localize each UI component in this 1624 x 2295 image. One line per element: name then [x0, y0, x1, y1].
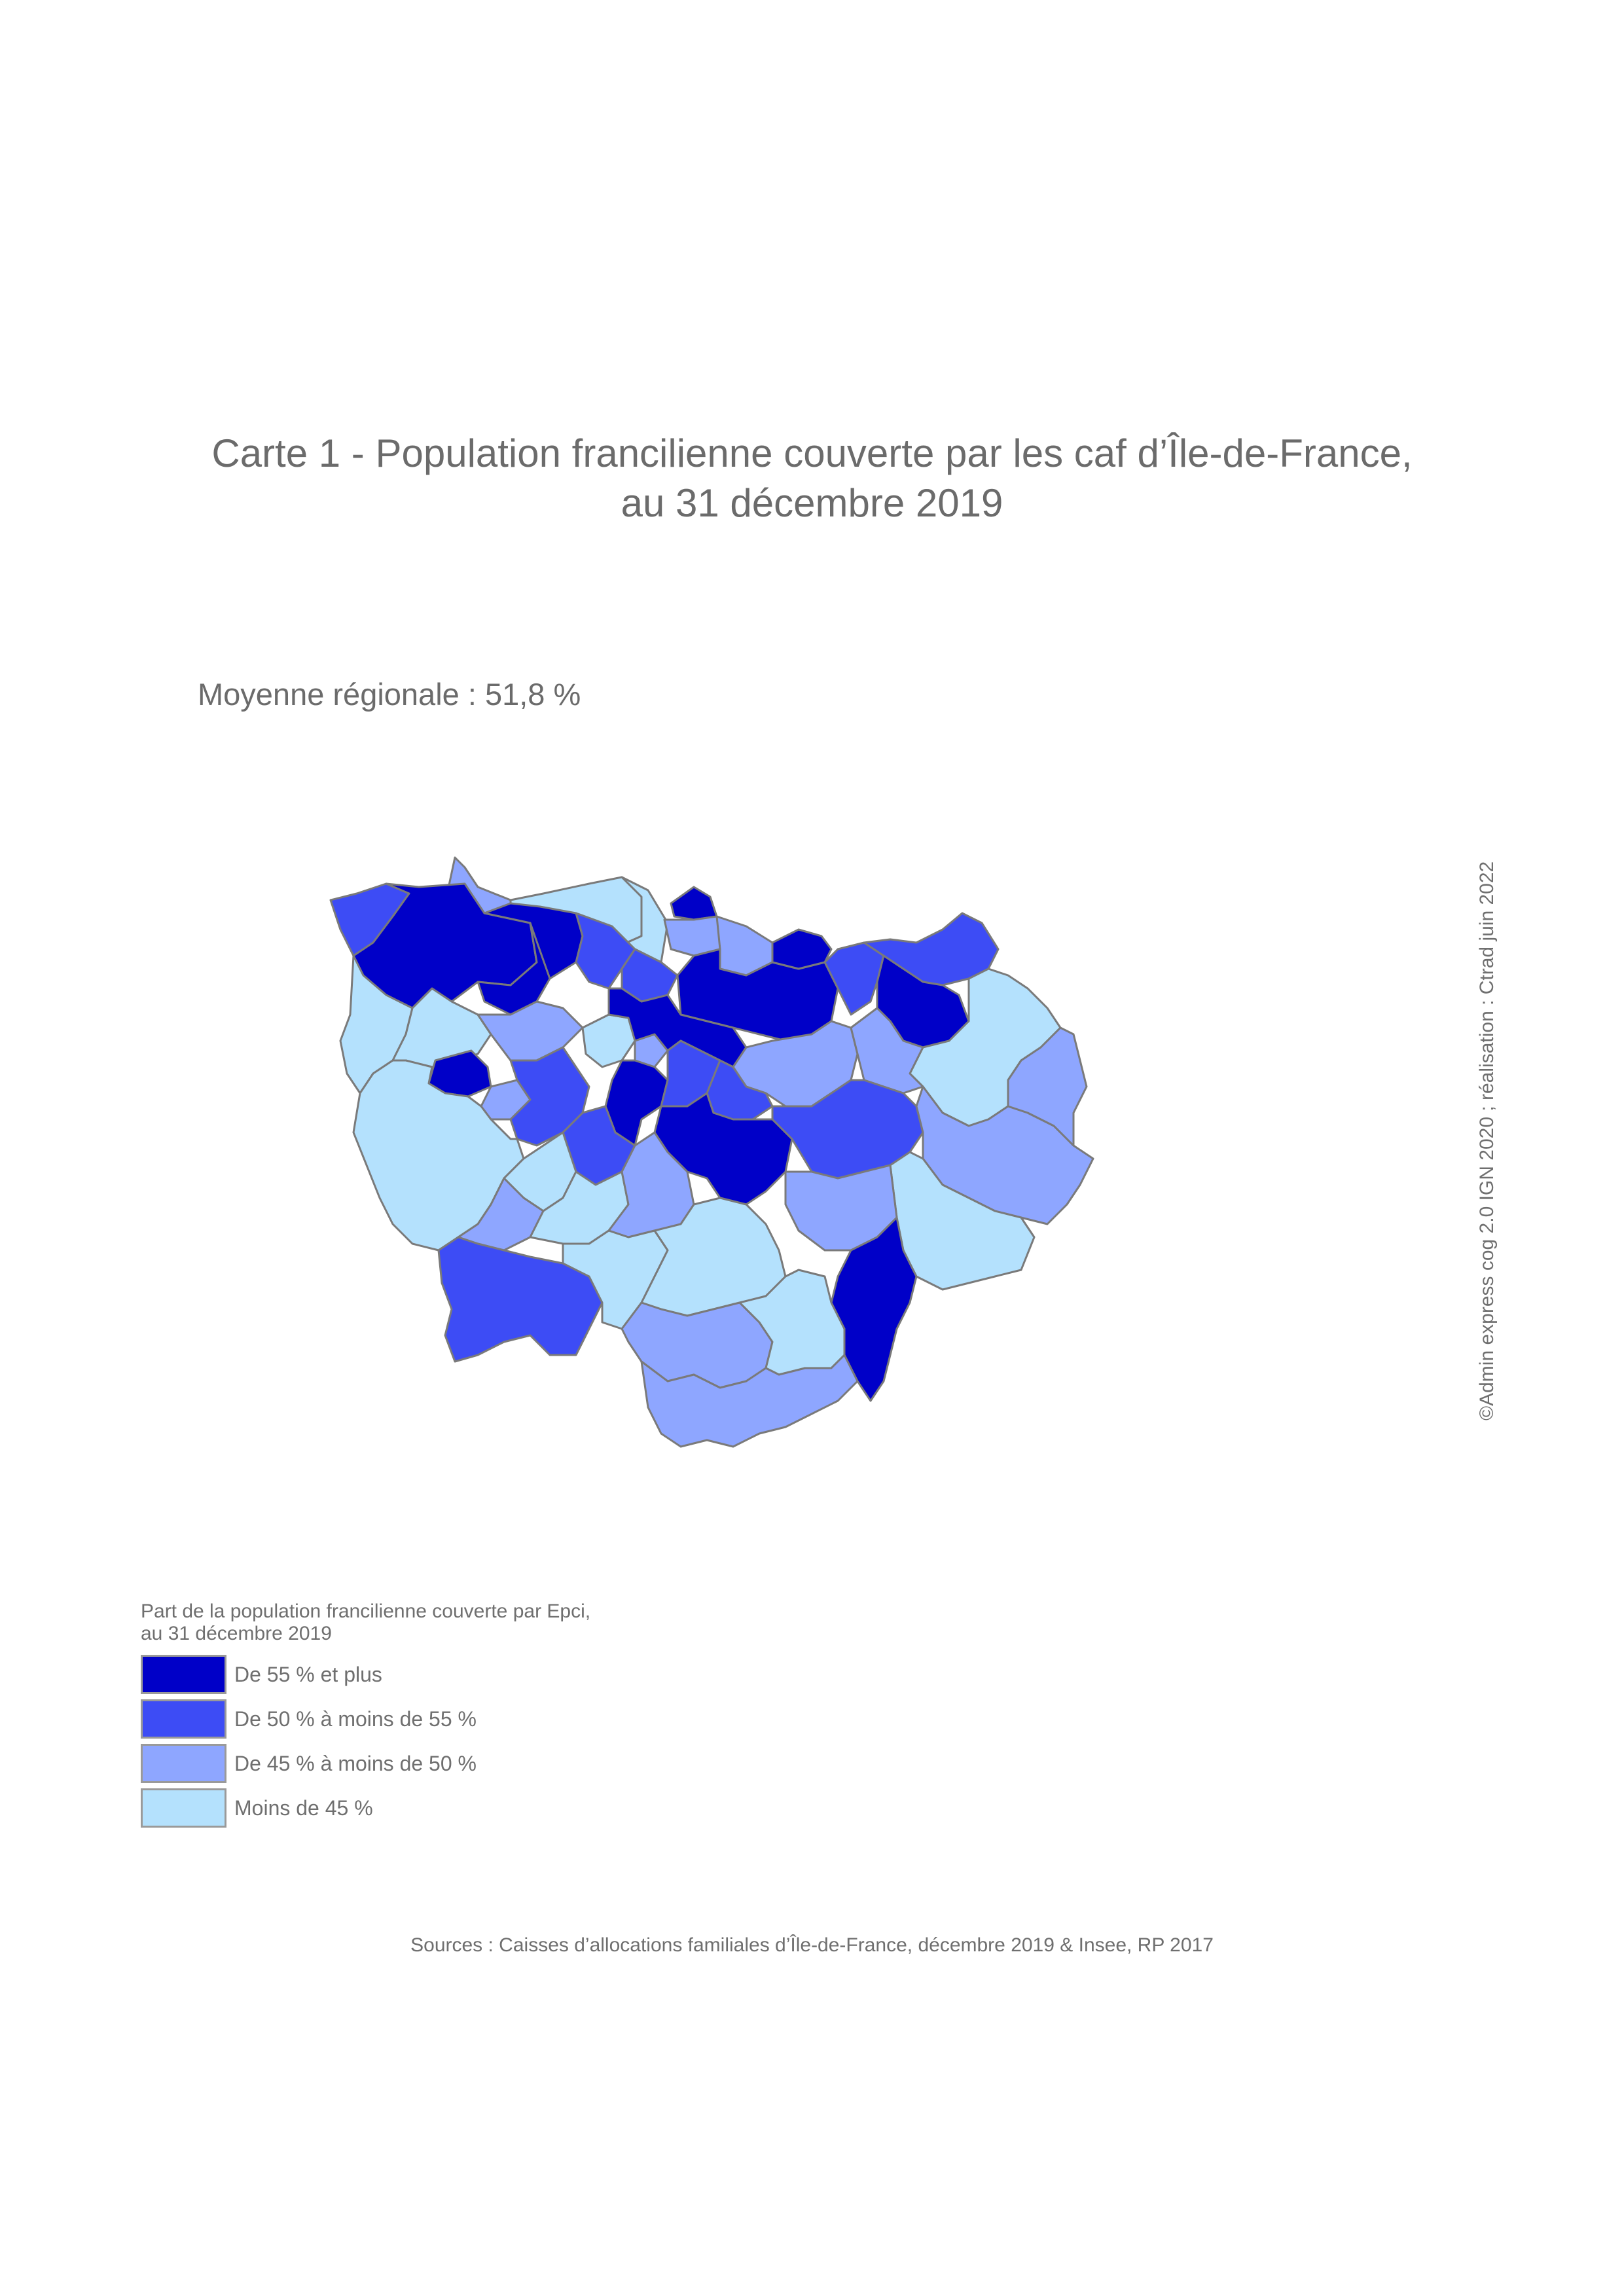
credit-text: ©Admin express cog 2.0 IGN 2020 ; réalis…: [1476, 861, 1498, 1420]
epci-region: [732, 1020, 859, 1108]
legend-item: Moins de 45 %: [141, 1786, 795, 1830]
epci-region: [640, 1354, 859, 1448]
legend-label: De 55 % et plus: [234, 1662, 382, 1686]
legend-title: Part de la population francilienne couve…: [141, 1600, 795, 1645]
map-title: Carte 1 - Population francilienne couver…: [0, 429, 1624, 528]
choropleth-map: [314, 753, 1322, 1578]
epci-region: [581, 1013, 636, 1068]
legend-label: Moins de 45 %: [234, 1796, 373, 1820]
legend-title-line1: Part de la population francilienne couve…: [141, 1600, 591, 1622]
epci-region: [477, 1000, 584, 1062]
map-title-line1: Carte 1 - Population francilienne couver…: [211, 431, 1413, 475]
legend-item: De 50 % à moins de 55 %: [141, 1697, 795, 1741]
epci-region: [670, 886, 718, 921]
legend-swatch: [141, 1744, 226, 1783]
legend-label: De 50 % à moins de 55 %: [234, 1707, 477, 1731]
epci-region: [771, 1079, 924, 1180]
regional-average: Moyenne régionale : 51,8 %: [198, 677, 581, 712]
legend-item: De 55 % et plus: [141, 1653, 795, 1696]
legend-label: De 45 % à moins de 50 %: [234, 1751, 477, 1775]
epci-region: [1007, 1026, 1088, 1147]
epci-region: [604, 1059, 669, 1147]
map-title-line2: au 31 décembre 2019: [621, 481, 1003, 525]
legend-items: De 55 % et plus De 50 % à moins de 55 % …: [141, 1653, 795, 1830]
legend: Part de la population francilienne couve…: [141, 1600, 795, 1830]
epci-region: [437, 1236, 604, 1363]
legend-swatch: [141, 1699, 226, 1739]
legend-swatch: [141, 1788, 226, 1828]
legend-swatch: [141, 1655, 226, 1694]
map-svg: [329, 856, 1094, 1448]
epci-region: [352, 1059, 525, 1252]
legend-item: De 45 % à moins de 50 %: [141, 1742, 795, 1785]
epci-region: [477, 922, 551, 1016]
epci-region: [771, 928, 833, 970]
sources: Sources : Caisses d’allocations familial…: [410, 1934, 1214, 1956]
legend-title-line2: au 31 décembre 2019: [141, 1623, 332, 1644]
epci-region: [850, 1007, 924, 1094]
